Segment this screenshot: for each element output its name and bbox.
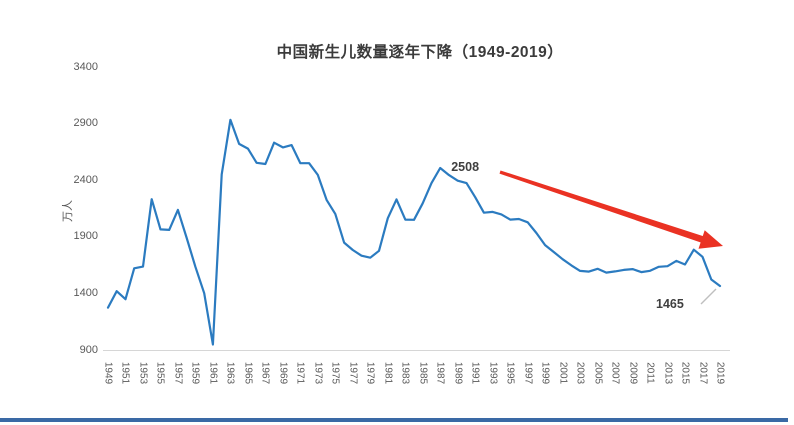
x-tick-label: 1985 (417, 361, 429, 385)
x-tick-label: 2001 (557, 361, 569, 385)
x-tick-label: 2003 (574, 361, 586, 385)
y-tick-label: 2400 (73, 173, 98, 186)
x-tick-label: 1953 (137, 361, 149, 385)
x-tick-label: 1979 (364, 361, 376, 385)
x-tick-label: 1949 (102, 361, 114, 385)
x-tick-label: 2019 (714, 361, 726, 385)
x-tick-label: 1967 (259, 361, 271, 385)
annotation-peak-value: 2508 (451, 159, 480, 174)
x-tick-label: 1987 (434, 361, 446, 385)
annotation-last-value: 1465 (656, 297, 684, 312)
y-tick-label: 900 (79, 343, 98, 356)
x-tick-label: 1955 (154, 361, 166, 385)
chart-title: 中国新生儿数量逐年下降（1949-2019） (276, 44, 564, 61)
y-tick-label: 1400 (73, 286, 98, 299)
x-tick-label: 2005 (592, 361, 604, 385)
y-tick-label: 3400 (73, 60, 98, 73)
x-tick-label: 1981 (382, 361, 394, 385)
bottom-divider-bar (0, 418, 788, 422)
x-tick-label: 1961 (207, 361, 219, 385)
x-tick-label: 2017 (697, 361, 708, 385)
trend-arrow (499, 170, 723, 249)
x-tick-label: 2013 (662, 361, 674, 385)
x-tick-label: 1977 (347, 361, 359, 385)
x-tick-label: 2011 (644, 362, 656, 384)
x-tick-label: 1957 (172, 361, 184, 385)
trend-arrow-head (698, 230, 723, 249)
x-tick-label: 1991 (469, 361, 481, 385)
x-tick-label: 1971 (294, 361, 306, 385)
x-tick-label: 1963 (224, 361, 236, 385)
x-tick-label: 1975 (329, 361, 341, 385)
series-line (106, 118, 722, 346)
x-tick-label: 1959 (189, 361, 201, 385)
x-tick-label: 1951 (119, 361, 131, 385)
x-tick-label: 2007 (609, 361, 621, 385)
x-tick-label: 1995 (504, 361, 516, 385)
x-tick-label: 1973 (312, 361, 324, 385)
x-tick-label: 1989 (452, 361, 464, 385)
x-tick-label: 2009 (627, 361, 639, 385)
x-tick-label: 1983 (399, 361, 411, 385)
trend-arrow-shaft (499, 170, 705, 244)
annotation-leader-line (700, 288, 717, 305)
x-tick-label: 1997 (522, 361, 534, 385)
x-tick-label: 1999 (539, 361, 551, 385)
x-tick-label: 1969 (277, 361, 289, 385)
x-tick-label: 1965 (242, 361, 254, 385)
y-tick-label: 2900 (73, 117, 98, 130)
y-tick-label: 1900 (73, 230, 98, 243)
x-tick-label: 1993 (487, 361, 499, 385)
x-tick-label: 2015 (679, 361, 691, 385)
